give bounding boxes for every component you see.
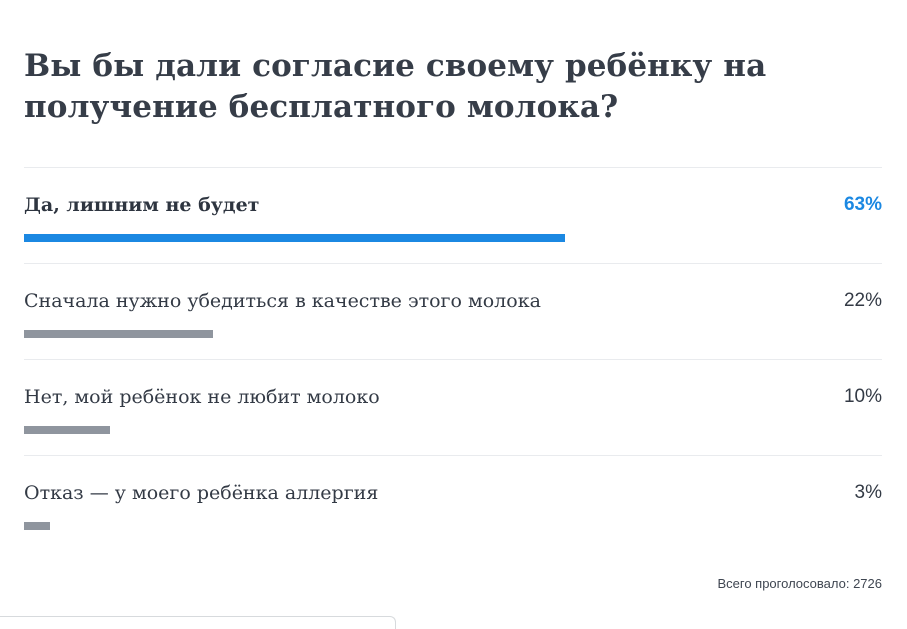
- poll-option-percent: 10%: [843, 386, 882, 407]
- poll-option-percent: 3%: [854, 482, 882, 503]
- poll-option-bar-track: [24, 426, 882, 434]
- poll-option-bar-track: [24, 330, 882, 338]
- poll-option-bar: [24, 330, 213, 338]
- poll-option-refuse-allergy[interactable]: Отказ — у моего ребёнка аллергия 3%: [24, 455, 882, 552]
- poll-option-label: Да, лишним не будет: [24, 194, 260, 216]
- poll-option-no-dislikes-milk[interactable]: Нет, мой ребёнок не любит молоко 10%: [24, 359, 882, 456]
- poll-option-percent: 63%: [843, 194, 882, 215]
- poll-option-check-quality[interactable]: Сначала нужно убедиться в качестве этого…: [24, 263, 882, 360]
- poll-question: Вы бы дали согласие своему ребёнку на по…: [24, 48, 767, 125]
- poll-total-votes: Всего проголосовало: 2726: [717, 576, 882, 591]
- poll-option-label: Сначала нужно убедиться в качестве этого…: [24, 290, 541, 312]
- poll-option-bar: [24, 234, 565, 242]
- poll-option-label: Отказ — у моего ребёнка аллергия: [24, 482, 379, 504]
- poll-option-percent: 22%: [843, 290, 882, 311]
- poll-option-yes[interactable]: Да, лишним не будет 63%: [24, 167, 882, 264]
- poll-option-bar-track: [24, 522, 882, 530]
- poll-option-bar: [24, 522, 50, 530]
- poll-option-bar: [24, 426, 110, 434]
- next-card-edge: [0, 616, 396, 629]
- poll-option-bar-track: [24, 234, 882, 242]
- poll-option-label: Нет, мой ребёнок не любит молоко: [24, 386, 380, 408]
